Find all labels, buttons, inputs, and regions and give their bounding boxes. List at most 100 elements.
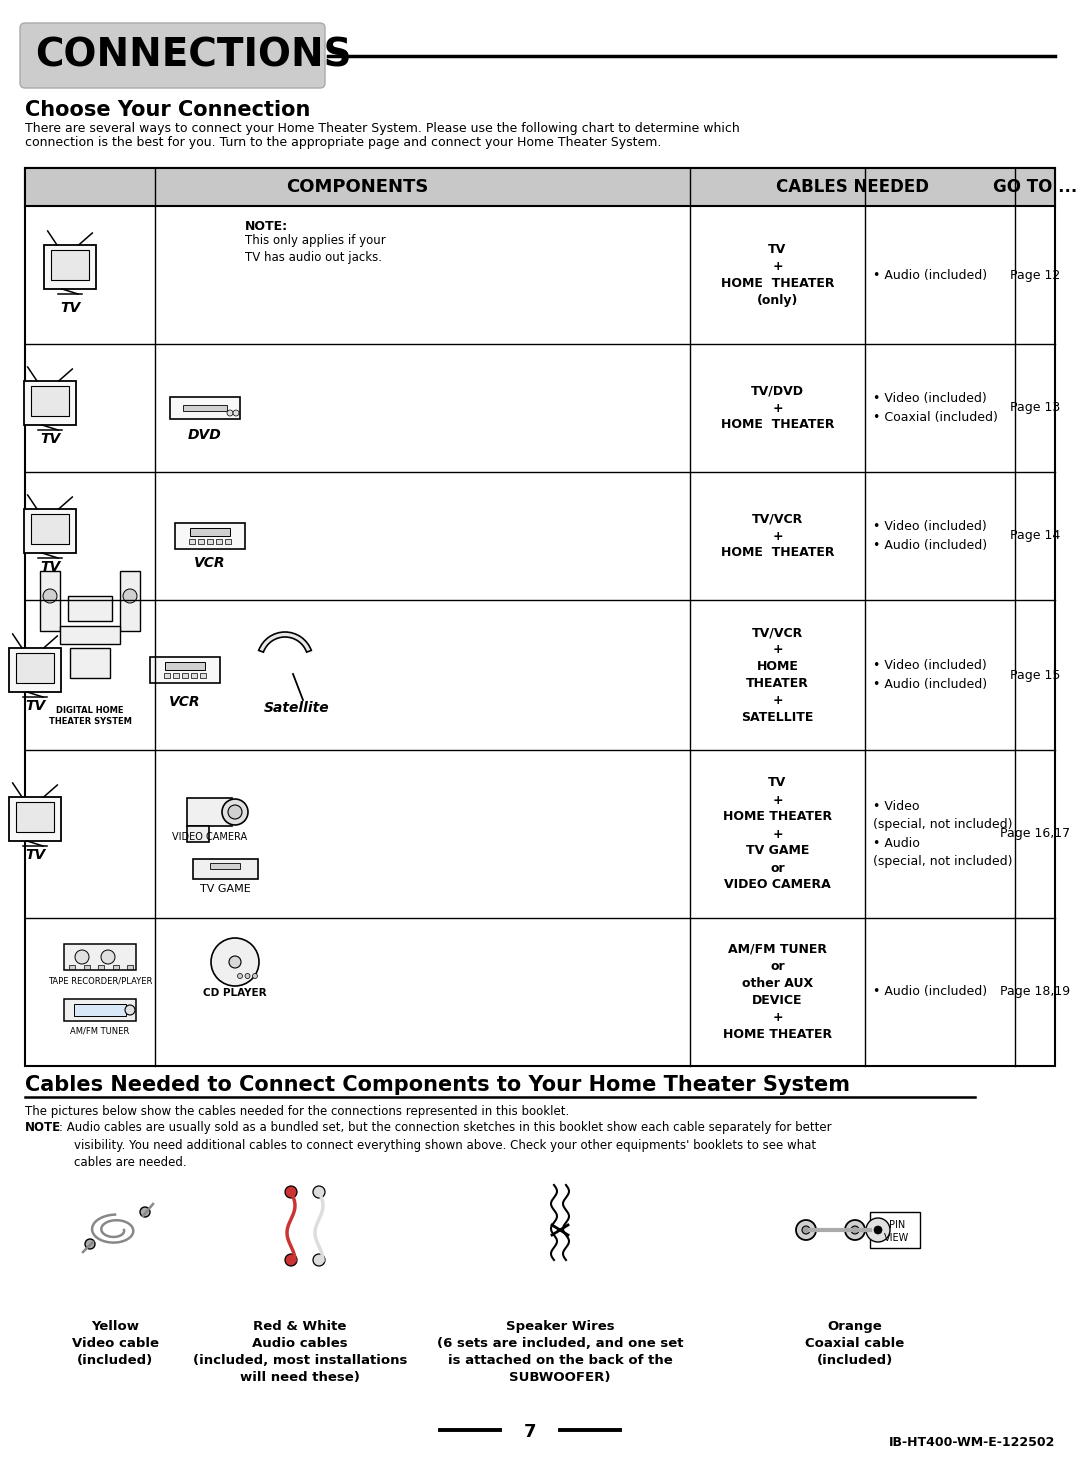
Bar <box>225 539 231 544</box>
Circle shape <box>43 589 57 603</box>
Circle shape <box>313 1186 325 1198</box>
Text: CONNECTIONS: CONNECTIONS <box>35 37 352 75</box>
Text: PIN
VIEW: PIN VIEW <box>885 1220 909 1243</box>
Bar <box>170 397 240 419</box>
Circle shape <box>229 956 241 968</box>
Text: • Video (included)
• Coaxial (included): • Video (included) • Coaxial (included) <box>873 393 998 424</box>
Text: TV: TV <box>40 560 60 575</box>
Circle shape <box>796 1220 816 1240</box>
Text: Satellite: Satellite <box>265 701 329 715</box>
Bar <box>165 663 205 670</box>
Text: This only applies if your
TV has audio out jacks.: This only applies if your TV has audio o… <box>245 235 386 264</box>
Bar <box>9 648 60 692</box>
Circle shape <box>238 973 243 978</box>
Bar <box>173 673 179 677</box>
Bar <box>164 673 170 677</box>
Bar <box>24 381 76 425</box>
Text: NOTE: NOTE <box>25 1121 62 1135</box>
Text: DIGITAL HOME
THEATER SYSTEM: DIGITAL HOME THEATER SYSTEM <box>49 707 132 727</box>
Wedge shape <box>259 632 311 652</box>
Text: TV: TV <box>40 432 60 446</box>
Bar <box>150 657 220 683</box>
Text: • Video (included)
• Audio (included): • Video (included) • Audio (included) <box>873 660 987 690</box>
Circle shape <box>211 938 259 987</box>
Bar <box>44 245 96 289</box>
Text: • Video (included)
• Audio (included): • Video (included) • Audio (included) <box>873 520 987 551</box>
Circle shape <box>313 1253 325 1267</box>
Bar <box>183 673 188 677</box>
Bar <box>69 965 75 969</box>
Bar <box>120 570 140 630</box>
Text: There are several ways to connect your Home Theater System. Please use the follo: There are several ways to connect your H… <box>25 122 740 135</box>
Bar <box>187 798 232 825</box>
Circle shape <box>285 1253 297 1267</box>
Bar <box>83 965 90 969</box>
Text: TV/VCR
+
HOME
THEATER
+
SATELLITE: TV/VCR + HOME THEATER + SATELLITE <box>741 626 813 724</box>
Bar <box>192 859 257 880</box>
Text: Red & White
Audio cables
(included, most installations
will need these): Red & White Audio cables (included, most… <box>193 1319 407 1384</box>
Bar <box>16 652 54 683</box>
Bar <box>75 1004 126 1016</box>
Text: TV: TV <box>25 699 45 712</box>
Text: TV
+
HOME  THEATER
(only): TV + HOME THEATER (only) <box>720 243 834 306</box>
Text: Speaker Wires
(6 sets are included, and one set
is attached on the back of the
S: Speaker Wires (6 sets are included, and … <box>436 1319 684 1384</box>
Text: : Audio cables are usually sold as a bundled set, but the connection sketches in: : Audio cables are usually sold as a bun… <box>59 1121 832 1168</box>
Text: CD PLAYER: CD PLAYER <box>203 988 267 998</box>
Circle shape <box>85 1239 95 1249</box>
Text: • Video
(special, not included)
• Audio
(special, not included): • Video (special, not included) • Audio … <box>873 800 1013 868</box>
Bar <box>112 965 119 969</box>
Bar <box>64 998 136 1020</box>
Text: AM/FM TUNER: AM/FM TUNER <box>70 1026 130 1035</box>
Text: Cables Needed to Connect Components to Your Home Theater System: Cables Needed to Connect Components to Y… <box>25 1075 850 1095</box>
Circle shape <box>285 1186 297 1198</box>
Circle shape <box>233 410 239 416</box>
Text: Page 18,19: Page 18,19 <box>1000 985 1070 998</box>
Bar <box>187 825 210 841</box>
Bar <box>198 539 204 544</box>
Text: Page 14: Page 14 <box>1010 529 1061 542</box>
Bar <box>70 648 110 677</box>
Bar <box>183 405 227 410</box>
Bar <box>216 539 222 544</box>
Text: TV/DVD
+
HOME  THEATER: TV/DVD + HOME THEATER <box>720 384 834 431</box>
Bar <box>25 169 1055 1066</box>
Circle shape <box>245 973 249 978</box>
Bar <box>191 673 197 677</box>
Text: Yellow
Video cable
(included): Yellow Video cable (included) <box>71 1319 159 1366</box>
Bar <box>98 965 104 969</box>
Bar <box>9 798 60 841</box>
Circle shape <box>253 973 257 978</box>
Bar <box>25 169 1055 207</box>
Circle shape <box>802 1226 810 1234</box>
Bar <box>16 802 54 833</box>
Text: Page 13: Page 13 <box>1010 402 1061 415</box>
Bar <box>189 539 195 544</box>
Text: CABLES NEEDED: CABLES NEEDED <box>777 177 929 196</box>
Text: TV GAME: TV GAME <box>200 884 251 894</box>
Text: VCR: VCR <box>170 695 201 710</box>
Bar <box>31 515 69 544</box>
Text: The pictures below show the cables needed for the connections represented in thi: The pictures below show the cables neede… <box>25 1105 569 1119</box>
Circle shape <box>123 589 137 603</box>
Circle shape <box>866 1218 890 1242</box>
Text: connection is the best for you. Turn to the appropriate page and connect your Ho: connection is the best for you. Turn to … <box>25 136 661 150</box>
Bar <box>207 539 213 544</box>
Circle shape <box>222 799 248 825</box>
Text: Choose Your Connection: Choose Your Connection <box>25 100 310 120</box>
Circle shape <box>227 410 233 416</box>
Circle shape <box>851 1226 859 1234</box>
Text: AM/FM TUNER
or
other AUX
DEVICE
+
HOME THEATER: AM/FM TUNER or other AUX DEVICE + HOME T… <box>723 943 832 1041</box>
Bar <box>40 570 60 630</box>
Text: 7: 7 <box>524 1423 537 1441</box>
Text: TAPE RECORDER/PLAYER: TAPE RECORDER/PLAYER <box>48 976 152 985</box>
Text: TV
+
HOME THEATER
+
TV GAME
or
VIDEO CAMERA: TV + HOME THEATER + TV GAME or VIDEO CAM… <box>723 777 832 891</box>
Bar <box>68 597 112 622</box>
Bar <box>51 251 89 280</box>
Text: GO TO ...: GO TO ... <box>993 177 1077 196</box>
Bar <box>200 673 206 677</box>
Bar <box>24 509 76 553</box>
Bar <box>870 1212 920 1248</box>
Circle shape <box>845 1220 865 1240</box>
Text: IB-HT400-WM-E-122502: IB-HT400-WM-E-122502 <box>889 1437 1055 1448</box>
Circle shape <box>874 1226 882 1234</box>
